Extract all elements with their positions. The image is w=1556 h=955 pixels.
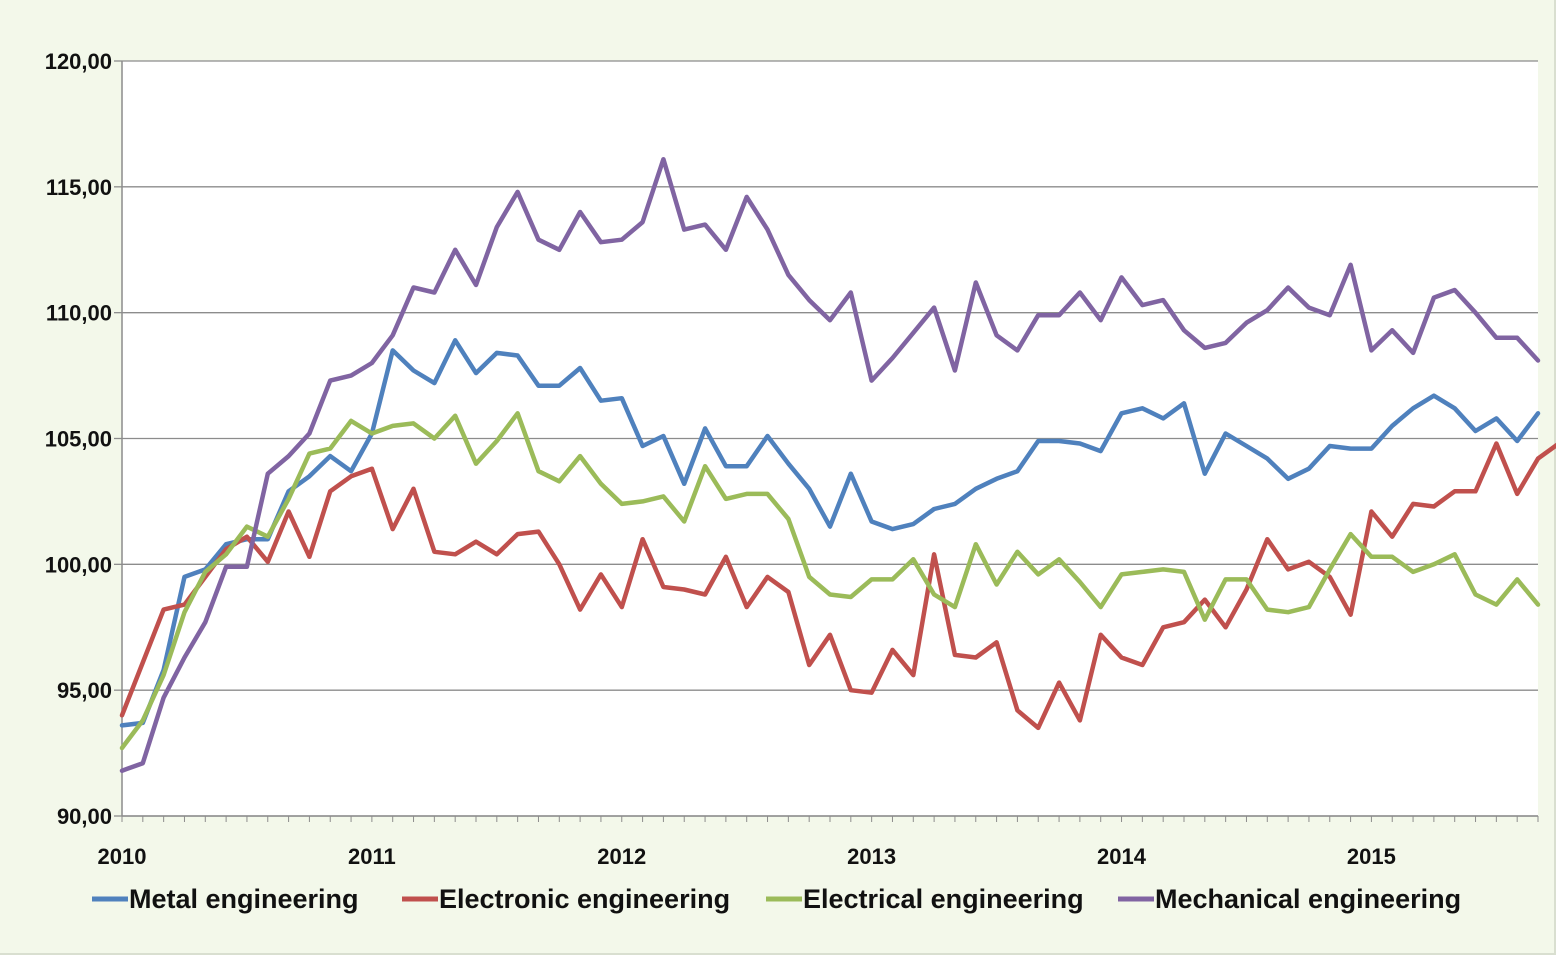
y-tick-label: 105,00 (45, 427, 112, 452)
series-layer (119, 156, 1556, 773)
y-tick-label: 115,00 (46, 175, 112, 200)
x-tick-label: 2014 (1097, 844, 1147, 869)
series-line-electronic-engineering (119, 441, 1556, 731)
x-tick-label: 2010 (98, 844, 147, 869)
series-line-metal-engineering (119, 338, 1541, 728)
legend-label-mechanical-engineering: Mechanical engineering (1155, 884, 1461, 914)
y-tick-label: 100,00 (45, 552, 112, 577)
x-tick-label: 2015 (1347, 844, 1396, 869)
y-tick-label: 90,00 (57, 804, 112, 829)
legend-label-electronic-engineering: Electronic engineering (439, 884, 730, 914)
axis-layer: 90,00 95,00 100,00 105,00 110,00 115,00 120,00… (45, 49, 1539, 869)
legend-label-metal-engineering: Metal engineering (129, 884, 359, 914)
legend-label-electrical-engineering: Electrical engineering (803, 884, 1084, 914)
series-line-mechanical-engineering (119, 156, 1541, 773)
x-tick-label: 2013 (847, 844, 896, 869)
y-tick-label: 120,00 (45, 49, 112, 74)
legend: Metal engineering Electronic engineering E… (92, 884, 1461, 914)
series-line-electrical-engineering (119, 411, 1541, 751)
y-tick-label: 95,00 (57, 678, 112, 703)
y-tick-label: 110,00 (46, 301, 112, 326)
x-tick-label: 2011 (348, 844, 396, 869)
x-tick-label: 2012 (597, 844, 646, 869)
grid-layer (114, 60, 1538, 817)
